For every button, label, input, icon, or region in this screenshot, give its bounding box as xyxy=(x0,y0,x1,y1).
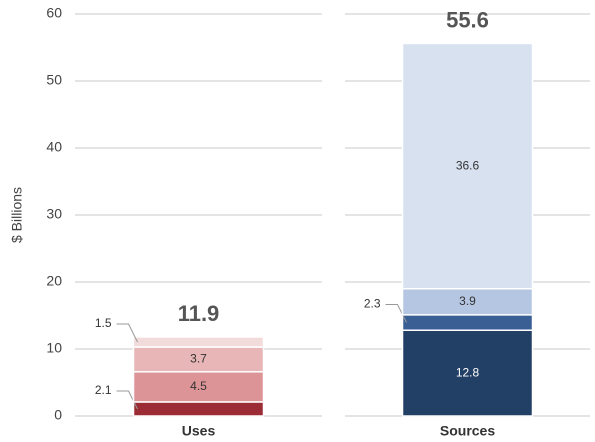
data-label: 1.5 xyxy=(95,316,112,330)
bar-segment xyxy=(132,336,265,348)
bar-segment xyxy=(132,371,265,403)
data-label: 12.8 xyxy=(456,365,480,379)
data-label: 4.5 xyxy=(190,379,207,393)
data-label: 3.9 xyxy=(459,294,476,308)
y-tick-label: 40 xyxy=(46,139,62,155)
data-label: 2.3 xyxy=(364,297,381,311)
x-tick-label: Uses xyxy=(182,423,216,439)
data-label: 3.7 xyxy=(190,352,207,366)
total-label: 11.9 xyxy=(178,301,220,326)
bar-segment xyxy=(401,329,534,417)
leader-line xyxy=(116,323,138,343)
total-label: 55.6 xyxy=(446,7,489,32)
data-label: 2.1 xyxy=(95,383,112,397)
bar-segment xyxy=(401,287,534,316)
y-tick-label: 50 xyxy=(46,72,62,88)
y-tick-label: 10 xyxy=(46,340,62,356)
data-label: 36.6 xyxy=(456,158,480,172)
leader-line xyxy=(385,304,407,323)
y-axis-label: $ Billions xyxy=(9,187,25,243)
bar-segment xyxy=(401,42,534,290)
y-tick-label: 60 xyxy=(46,5,62,21)
bar-segment xyxy=(132,401,265,417)
y-tick-label: 0 xyxy=(54,407,62,423)
y-tick-label: 30 xyxy=(46,206,62,222)
leader-line xyxy=(116,390,138,410)
x-tick-label: Sources xyxy=(440,423,495,439)
bar-segment xyxy=(401,314,534,331)
y-tick-label: 20 xyxy=(46,273,62,289)
